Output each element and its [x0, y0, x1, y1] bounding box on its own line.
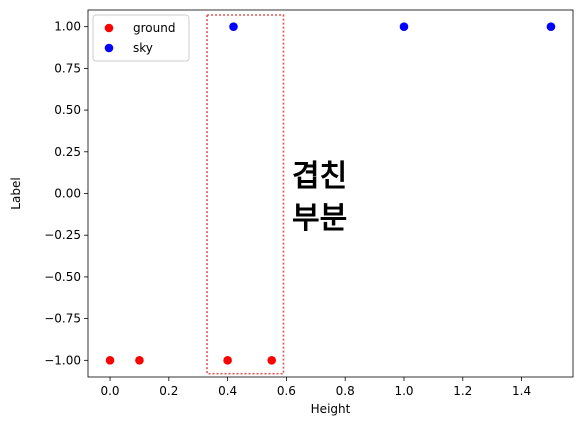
- legend-box: [92, 14, 190, 62]
- overlap-region: [206, 14, 285, 375]
- annotation-line-1: 겹친: [292, 159, 347, 194]
- y-tick-label: −0.75: [44, 312, 81, 326]
- legend-label-sky: sky: [133, 41, 153, 55]
- y-tick-label: 0.00: [54, 187, 81, 201]
- y-axis-ticks: 1.00 0.75 0.50 0.25 0.00 −0.25 −0.50 −0.75 −1.00: [44, 20, 88, 367]
- x-tick-label: 0.8: [336, 384, 355, 398]
- legend: ground sky: [92, 14, 190, 62]
- point-ground: [105, 356, 115, 365]
- y-tick-label: 0.50: [54, 103, 81, 117]
- point-sky: [229, 22, 238, 31]
- legend-marker-sky: [104, 43, 114, 53]
- annotation-line-2: 부분: [292, 201, 347, 236]
- point-ground: [223, 356, 232, 365]
- x-tick-label: 0.6: [277, 384, 296, 398]
- x-tick-label: 1.0: [394, 384, 413, 398]
- x-tick-label: 1.4: [512, 384, 531, 398]
- point-sky: [399, 22, 409, 31]
- overlap-region-box: [206, 14, 285, 375]
- x-tick-label: 0.2: [159, 384, 178, 398]
- y-axis-label: Label: [9, 177, 23, 209]
- y-tick-label: 0.25: [54, 145, 81, 159]
- x-tick-label: 1.2: [453, 384, 472, 398]
- x-axis-ticks: 0.0 0.2 0.4 0.6 0.8 1.0 1.2 1.4: [100, 377, 531, 398]
- y-tick-label: 1.00: [54, 20, 81, 34]
- legend-marker-ground: [104, 23, 114, 33]
- x-tick-label: 0.0: [100, 384, 119, 398]
- x-tick-label: 0.4: [218, 384, 237, 398]
- y-tick-label: 0.75: [54, 61, 81, 75]
- point-ground: [135, 356, 144, 365]
- y-tick-label: −0.25: [44, 228, 81, 242]
- overlap-annotation: 겹친 부분: [292, 159, 347, 236]
- point-ground: [267, 356, 277, 365]
- point-sky: [546, 22, 556, 31]
- x-axis-label: Height: [311, 402, 351, 416]
- legend-label-ground: ground: [133, 21, 175, 35]
- y-tick-label: −0.50: [44, 270, 81, 284]
- data-points: [105, 22, 556, 365]
- y-tick-label: −1.00: [44, 353, 81, 367]
- plot-frame: [87, 9, 574, 378]
